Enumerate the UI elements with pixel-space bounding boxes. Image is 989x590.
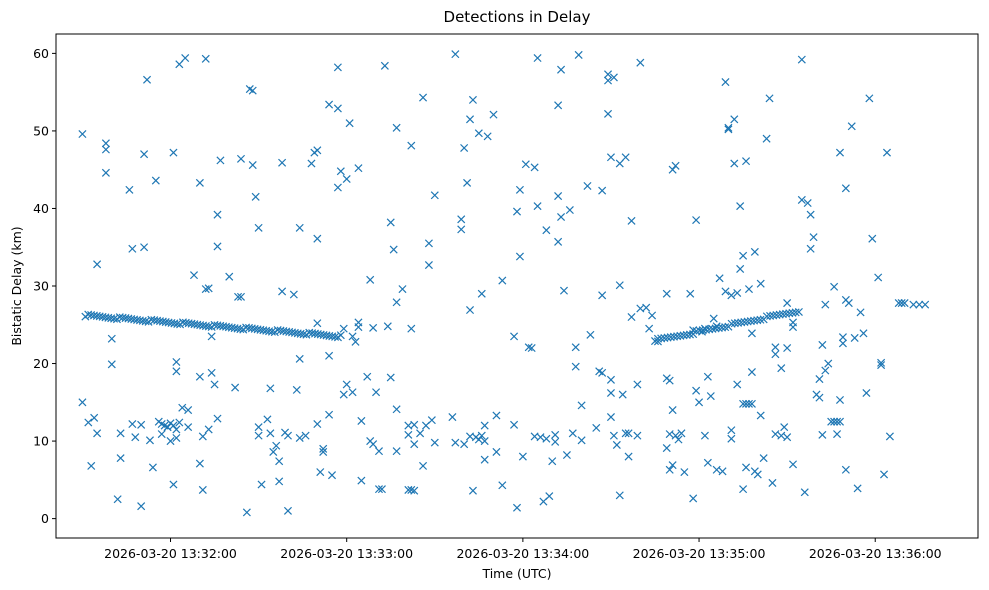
x-tick-label: 2026-03-20 13:32:00 (104, 546, 237, 561)
y-tick-label: 20 (33, 356, 49, 371)
x-tick-label: 2026-03-20 13:35:00 (633, 546, 766, 561)
plot-area (56, 34, 978, 538)
y-tick-label: 50 (33, 123, 49, 138)
chart-title: Detections in Delay (444, 8, 591, 26)
x-tick-label: 2026-03-20 13:36:00 (809, 546, 942, 561)
y-tick-label: 10 (33, 434, 49, 449)
y-axis-label: Bistatic Delay (km) (9, 226, 24, 345)
y-tick-label: 60 (33, 46, 49, 61)
y-tick-label: 30 (33, 279, 49, 294)
x-tick-label: 2026-03-20 13:33:00 (280, 546, 413, 561)
scatter-chart: Detections in Delay 0 10 20 30 40 50 60 2026-0… (0, 0, 989, 590)
y-tick-label: 0 (41, 511, 49, 526)
x-axis-label: Time (UTC) (481, 566, 551, 581)
y-tick-label: 40 (33, 201, 49, 216)
x-tick-label: 2026-03-20 13:34:00 (456, 546, 589, 561)
